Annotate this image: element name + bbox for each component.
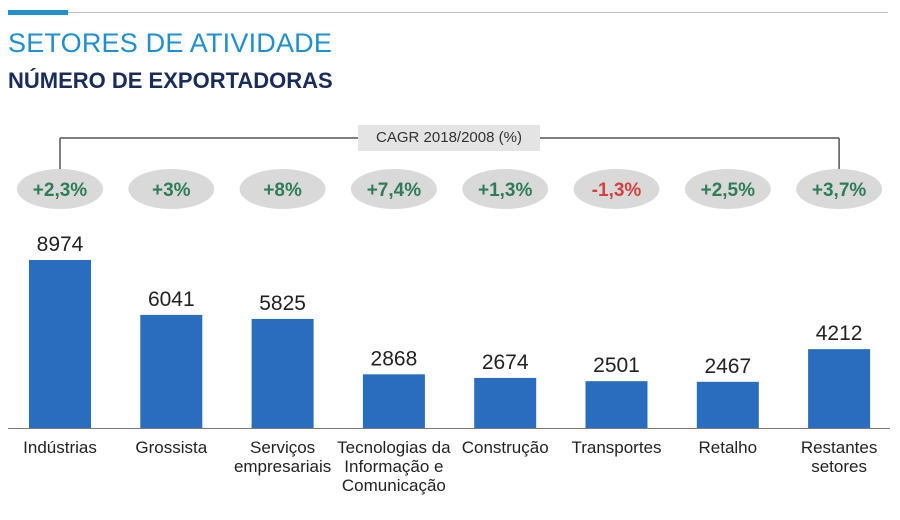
header-accent-bar <box>8 10 68 15</box>
bar <box>808 349 871 428</box>
cagr-caption: CAGR 2018/2008 (%) <box>358 125 540 151</box>
cagr-pill <box>17 169 103 209</box>
bar <box>696 381 759 428</box>
bar <box>585 381 648 428</box>
cagr-label: +8% <box>263 180 302 201</box>
bar-value-label: 6041 <box>148 288 195 311</box>
x-tick-label: Retalho <box>698 438 758 457</box>
bar <box>362 374 425 428</box>
cagr-label: -1,3% <box>592 180 642 201</box>
bar-value-label: 2501 <box>593 354 640 377</box>
bar <box>140 314 203 428</box>
cagr-pill <box>128 169 215 209</box>
bar-value-label: 8974 <box>37 233 84 256</box>
cagr-label: +3% <box>152 180 191 201</box>
header-rule <box>68 12 888 13</box>
cagr-label: +2,3% <box>33 180 88 201</box>
cagr-pill <box>684 169 771 209</box>
cagr-pill <box>573 169 660 209</box>
bar-value-label: 2868 <box>371 347 418 370</box>
cagr-label: +3,7% <box>812 180 867 201</box>
cagr-label: +2,5% <box>701 180 756 201</box>
cagr-pill <box>796 169 883 209</box>
chart-title: SETORES DE ATIVIDADE <box>8 28 333 58</box>
bar-value-label: 4212 <box>816 322 863 345</box>
x-tick-label: Indústrias <box>23 438 97 457</box>
bar-value-label: 2467 <box>704 355 751 378</box>
cagr-pill <box>462 169 549 209</box>
x-tick-label: Transportes <box>571 438 662 457</box>
cagr-pill <box>239 169 326 209</box>
bar <box>29 260 91 428</box>
bar <box>474 377 537 428</box>
cagr-label: +7,4% <box>367 180 422 201</box>
bar-value-label: 5825 <box>259 292 306 315</box>
x-tick-label: Tecnologias da Informação e Comunicação <box>337 438 451 495</box>
chart-subtitle: NÚMERO DE EXPORTADORAS <box>8 68 333 93</box>
bar <box>251 318 314 428</box>
x-tick-label: Construção <box>461 438 549 457</box>
cagr-pill <box>350 169 437 209</box>
x-tick-label: Grossista <box>135 438 208 457</box>
cagr-label: +1,3% <box>478 180 533 201</box>
x-tick-label: Restantes setores <box>800 438 878 476</box>
x-tick-label: Serviços empresariais <box>233 438 332 476</box>
bar-value-label: 2674 <box>482 351 529 374</box>
